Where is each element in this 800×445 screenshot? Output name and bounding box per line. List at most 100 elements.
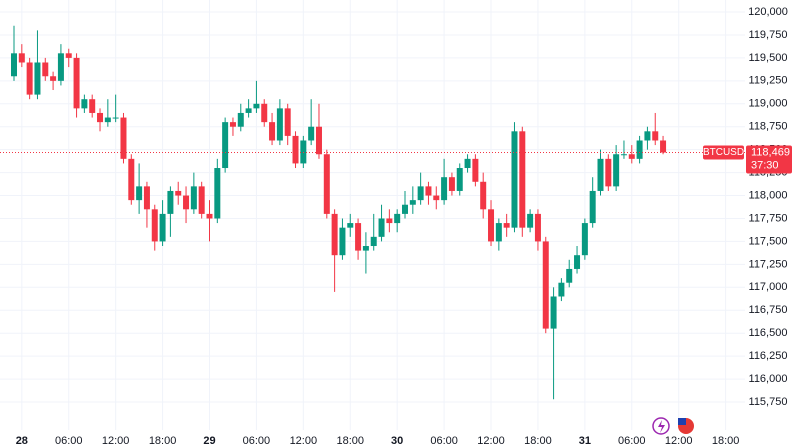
candle-body <box>542 241 549 329</box>
candle-body <box>18 53 25 63</box>
candle-body <box>613 154 620 187</box>
bottom-icons <box>652 417 694 435</box>
candle-body <box>276 108 283 141</box>
x-tick-label: 30 <box>391 435 403 445</box>
candle-body <box>97 112 104 123</box>
candle-body <box>628 154 635 159</box>
candle-body <box>402 204 408 214</box>
price-tag <box>746 145 792 174</box>
candle-body <box>370 236 377 247</box>
candle-body <box>456 168 463 191</box>
candle-body <box>206 213 213 219</box>
candle-body <box>308 126 315 141</box>
x-tick-label: 12:00 <box>477 435 505 445</box>
candle-body <box>128 158 135 201</box>
y-tick-label: 116,000 <box>749 373 788 385</box>
candle-body <box>472 158 479 182</box>
candle-body <box>151 209 158 242</box>
x-tick-label: 18:00 <box>524 435 552 445</box>
candle-body <box>167 190 174 214</box>
candle-body <box>120 117 127 159</box>
y-tick-label: 117,500 <box>749 235 788 247</box>
candle-body <box>81 99 88 109</box>
y-tick-label: 115,750 <box>749 396 788 408</box>
candle-body <box>417 186 424 201</box>
x-tick-label: 12:00 <box>102 435 130 445</box>
candle-body <box>26 62 33 95</box>
y-tick-label: 119,250 <box>749 75 788 87</box>
y-tick-label: 119,500 <box>749 52 788 64</box>
candle-body <box>409 200 416 205</box>
candle-body <box>339 227 346 256</box>
candle-body <box>480 181 487 210</box>
last-price-label: 118,469 <box>751 146 790 158</box>
candle-body <box>386 218 393 224</box>
candle-body <box>433 195 440 201</box>
candle-body <box>50 76 57 81</box>
candle-body <box>441 177 448 201</box>
candle-body <box>143 186 150 210</box>
candle-body <box>214 168 221 219</box>
x-tick-label: 28 <box>16 435 28 445</box>
candle-body <box>495 223 502 242</box>
candle-body <box>229 122 236 127</box>
candle-body <box>425 186 432 196</box>
candle-body <box>112 117 119 119</box>
candle-body <box>292 135 299 164</box>
candle-body <box>589 190 596 224</box>
candle-body <box>652 131 659 141</box>
symbol-tag <box>703 145 744 160</box>
candle-body <box>261 103 268 123</box>
y-tick-label: 119,750 <box>749 29 788 41</box>
x-tick-label: 18:00 <box>336 435 364 445</box>
candle-body <box>34 62 41 95</box>
candle-body <box>503 223 510 228</box>
candle-body <box>574 255 581 269</box>
x-tick-label: 06:00 <box>618 435 646 445</box>
candle-body <box>581 223 588 256</box>
candle-body <box>323 154 330 214</box>
candle-body <box>448 177 455 191</box>
x-tick-label: 06:00 <box>430 435 458 445</box>
candle-body <box>253 103 260 109</box>
candle-body <box>57 53 64 81</box>
y-tick-label: 116,250 <box>749 350 788 362</box>
candle-body <box>636 140 643 159</box>
candle-body <box>65 53 72 58</box>
candle-body <box>355 223 362 251</box>
candle-body <box>464 158 471 169</box>
y-tick-label: 117,250 <box>749 258 788 270</box>
candle-body <box>620 154 627 156</box>
y-tick-label: 118,750 <box>749 121 788 133</box>
candle-body <box>190 186 197 210</box>
candle-body <box>245 108 252 113</box>
x-tick-label: 12:00 <box>665 435 693 445</box>
x-tick-label: 31 <box>579 435 591 445</box>
candle-body <box>644 131 651 141</box>
candle-body <box>300 140 307 164</box>
candle-body <box>488 209 495 242</box>
candle-body <box>331 213 338 256</box>
candle-body <box>534 213 541 242</box>
candle-body <box>394 213 401 224</box>
x-tick-label: 18:00 <box>149 435 177 445</box>
y-tick-label: 120,000 <box>748 6 788 18</box>
y-tick-label: 116,750 <box>749 304 788 316</box>
y-tick-label: 119,000 <box>749 98 788 110</box>
candle-body <box>104 117 111 123</box>
candle-body <box>550 296 557 329</box>
countdown-label: 37:30 <box>751 159 779 171</box>
x-tick-label: 06:00 <box>55 435 83 445</box>
candles <box>0 25 745 400</box>
grid <box>0 0 745 430</box>
x-tick-label: 12:00 <box>290 435 318 445</box>
candle-body <box>73 57 80 109</box>
candle-body <box>315 126 322 155</box>
x-tick-label: 18:00 <box>712 435 740 445</box>
candle-body <box>284 108 291 136</box>
candle-body <box>378 218 385 237</box>
x-tick-label: 29 <box>203 435 215 445</box>
symbol-label: BTCUSD <box>703 147 744 158</box>
candle-body <box>597 158 604 191</box>
